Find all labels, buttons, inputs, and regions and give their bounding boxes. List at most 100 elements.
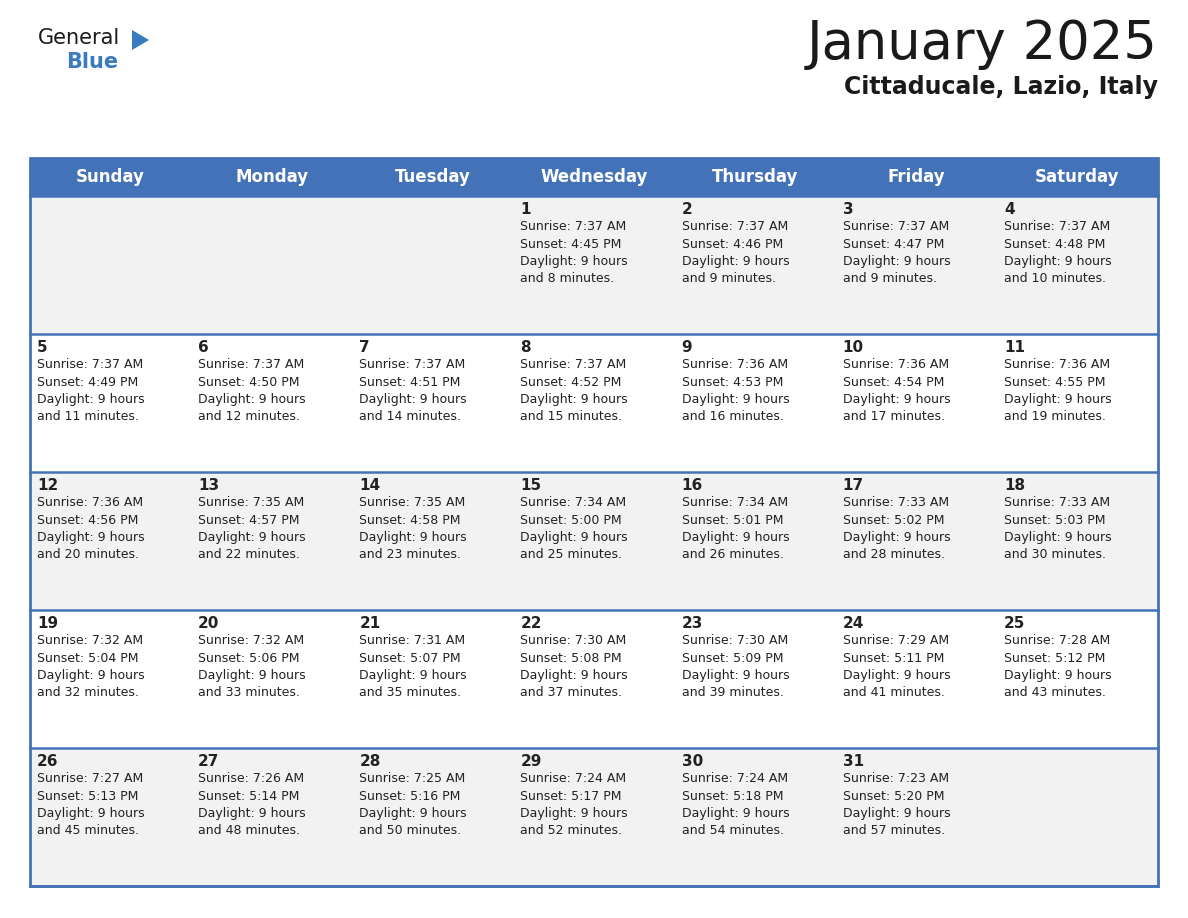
Text: Sunday: Sunday bbox=[76, 168, 145, 186]
Text: Sunrise: 7:25 AM
Sunset: 5:16 PM
Daylight: 9 hours
and 50 minutes.: Sunrise: 7:25 AM Sunset: 5:16 PM Dayligh… bbox=[359, 772, 467, 837]
Bar bbox=[353, 196, 513, 334]
Bar bbox=[513, 610, 675, 748]
Bar bbox=[675, 610, 835, 748]
Text: 14: 14 bbox=[359, 478, 380, 493]
Text: Cittaducale, Lazio, Italy: Cittaducale, Lazio, Italy bbox=[843, 75, 1158, 99]
Bar bbox=[191, 472, 353, 610]
Text: Sunrise: 7:35 AM
Sunset: 4:58 PM
Daylight: 9 hours
and 23 minutes.: Sunrise: 7:35 AM Sunset: 4:58 PM Dayligh… bbox=[359, 496, 467, 562]
Text: Sunrise: 7:24 AM
Sunset: 5:18 PM
Daylight: 9 hours
and 54 minutes.: Sunrise: 7:24 AM Sunset: 5:18 PM Dayligh… bbox=[682, 772, 789, 837]
Bar bbox=[30, 472, 191, 610]
Bar bbox=[191, 610, 353, 748]
Text: 12: 12 bbox=[37, 478, 58, 493]
Bar bbox=[997, 472, 1158, 610]
Text: 5: 5 bbox=[37, 340, 48, 355]
Text: Tuesday: Tuesday bbox=[394, 168, 470, 186]
Bar bbox=[675, 472, 835, 610]
Text: Sunrise: 7:32 AM
Sunset: 5:04 PM
Daylight: 9 hours
and 32 minutes.: Sunrise: 7:32 AM Sunset: 5:04 PM Dayligh… bbox=[37, 634, 145, 700]
Bar bbox=[997, 748, 1158, 886]
Text: Sunrise: 7:34 AM
Sunset: 5:01 PM
Daylight: 9 hours
and 26 minutes.: Sunrise: 7:34 AM Sunset: 5:01 PM Dayligh… bbox=[682, 496, 789, 562]
Text: January 2025: January 2025 bbox=[807, 18, 1158, 70]
Bar bbox=[835, 196, 997, 334]
Text: Sunrise: 7:37 AM
Sunset: 4:49 PM
Daylight: 9 hours
and 11 minutes.: Sunrise: 7:37 AM Sunset: 4:49 PM Dayligh… bbox=[37, 358, 145, 423]
Text: Saturday: Saturday bbox=[1035, 168, 1119, 186]
Text: 9: 9 bbox=[682, 340, 693, 355]
Text: Sunrise: 7:35 AM
Sunset: 4:57 PM
Daylight: 9 hours
and 22 minutes.: Sunrise: 7:35 AM Sunset: 4:57 PM Dayligh… bbox=[198, 496, 305, 562]
Bar bbox=[835, 472, 997, 610]
Polygon shape bbox=[132, 30, 148, 50]
Bar bbox=[997, 196, 1158, 334]
Text: General: General bbox=[38, 28, 120, 48]
Text: Wednesday: Wednesday bbox=[541, 168, 647, 186]
Text: Sunrise: 7:27 AM
Sunset: 5:13 PM
Daylight: 9 hours
and 45 minutes.: Sunrise: 7:27 AM Sunset: 5:13 PM Dayligh… bbox=[37, 772, 145, 837]
Text: 6: 6 bbox=[198, 340, 209, 355]
Text: Blue: Blue bbox=[67, 52, 118, 72]
Text: 4: 4 bbox=[1004, 202, 1015, 217]
Bar bbox=[191, 334, 353, 472]
Text: 24: 24 bbox=[842, 616, 864, 631]
Bar bbox=[353, 610, 513, 748]
Text: Sunrise: 7:36 AM
Sunset: 4:56 PM
Daylight: 9 hours
and 20 minutes.: Sunrise: 7:36 AM Sunset: 4:56 PM Dayligh… bbox=[37, 496, 145, 562]
Text: 13: 13 bbox=[198, 478, 220, 493]
Text: 10: 10 bbox=[842, 340, 864, 355]
Text: 22: 22 bbox=[520, 616, 542, 631]
Text: 23: 23 bbox=[682, 616, 703, 631]
Bar bbox=[30, 334, 191, 472]
Text: Friday: Friday bbox=[887, 168, 946, 186]
Bar bbox=[30, 610, 191, 748]
Text: Sunrise: 7:36 AM
Sunset: 4:53 PM
Daylight: 9 hours
and 16 minutes.: Sunrise: 7:36 AM Sunset: 4:53 PM Dayligh… bbox=[682, 358, 789, 423]
Bar bbox=[675, 748, 835, 886]
Text: Sunrise: 7:37 AM
Sunset: 4:46 PM
Daylight: 9 hours
and 9 minutes.: Sunrise: 7:37 AM Sunset: 4:46 PM Dayligh… bbox=[682, 220, 789, 285]
Text: Sunrise: 7:37 AM
Sunset: 4:50 PM
Daylight: 9 hours
and 12 minutes.: Sunrise: 7:37 AM Sunset: 4:50 PM Dayligh… bbox=[198, 358, 305, 423]
Text: 28: 28 bbox=[359, 754, 380, 769]
Text: 3: 3 bbox=[842, 202, 853, 217]
Text: 8: 8 bbox=[520, 340, 531, 355]
Bar bbox=[835, 610, 997, 748]
Text: 11: 11 bbox=[1004, 340, 1025, 355]
Text: Sunrise: 7:36 AM
Sunset: 4:54 PM
Daylight: 9 hours
and 17 minutes.: Sunrise: 7:36 AM Sunset: 4:54 PM Dayligh… bbox=[842, 358, 950, 423]
Bar bbox=[191, 748, 353, 886]
Text: Sunrise: 7:37 AM
Sunset: 4:47 PM
Daylight: 9 hours
and 9 minutes.: Sunrise: 7:37 AM Sunset: 4:47 PM Dayligh… bbox=[842, 220, 950, 285]
Bar bbox=[353, 334, 513, 472]
Text: Sunrise: 7:37 AM
Sunset: 4:48 PM
Daylight: 9 hours
and 10 minutes.: Sunrise: 7:37 AM Sunset: 4:48 PM Dayligh… bbox=[1004, 220, 1112, 285]
Text: 16: 16 bbox=[682, 478, 703, 493]
Text: Sunrise: 7:26 AM
Sunset: 5:14 PM
Daylight: 9 hours
and 48 minutes.: Sunrise: 7:26 AM Sunset: 5:14 PM Dayligh… bbox=[198, 772, 305, 837]
Text: 2: 2 bbox=[682, 202, 693, 217]
Text: Thursday: Thursday bbox=[712, 168, 798, 186]
Bar bbox=[835, 334, 997, 472]
Text: Sunrise: 7:30 AM
Sunset: 5:08 PM
Daylight: 9 hours
and 37 minutes.: Sunrise: 7:30 AM Sunset: 5:08 PM Dayligh… bbox=[520, 634, 628, 700]
Text: Sunrise: 7:37 AM
Sunset: 4:52 PM
Daylight: 9 hours
and 15 minutes.: Sunrise: 7:37 AM Sunset: 4:52 PM Dayligh… bbox=[520, 358, 628, 423]
Text: 20: 20 bbox=[198, 616, 220, 631]
Text: 19: 19 bbox=[37, 616, 58, 631]
Text: 27: 27 bbox=[198, 754, 220, 769]
Bar bbox=[513, 196, 675, 334]
Bar bbox=[997, 610, 1158, 748]
Text: Sunrise: 7:37 AM
Sunset: 4:51 PM
Daylight: 9 hours
and 14 minutes.: Sunrise: 7:37 AM Sunset: 4:51 PM Dayligh… bbox=[359, 358, 467, 423]
Text: Sunrise: 7:24 AM
Sunset: 5:17 PM
Daylight: 9 hours
and 52 minutes.: Sunrise: 7:24 AM Sunset: 5:17 PM Dayligh… bbox=[520, 772, 628, 837]
Bar bbox=[30, 158, 1158, 196]
Bar bbox=[30, 196, 191, 334]
Bar bbox=[513, 748, 675, 886]
Text: 7: 7 bbox=[359, 340, 369, 355]
Text: 29: 29 bbox=[520, 754, 542, 769]
Text: 1: 1 bbox=[520, 202, 531, 217]
Text: 31: 31 bbox=[842, 754, 864, 769]
Text: Sunrise: 7:28 AM
Sunset: 5:12 PM
Daylight: 9 hours
and 43 minutes.: Sunrise: 7:28 AM Sunset: 5:12 PM Dayligh… bbox=[1004, 634, 1112, 700]
Text: Sunrise: 7:34 AM
Sunset: 5:00 PM
Daylight: 9 hours
and 25 minutes.: Sunrise: 7:34 AM Sunset: 5:00 PM Dayligh… bbox=[520, 496, 628, 562]
Text: Sunrise: 7:32 AM
Sunset: 5:06 PM
Daylight: 9 hours
and 33 minutes.: Sunrise: 7:32 AM Sunset: 5:06 PM Dayligh… bbox=[198, 634, 305, 700]
Bar bbox=[191, 196, 353, 334]
Bar bbox=[675, 196, 835, 334]
Bar bbox=[353, 748, 513, 886]
Text: 18: 18 bbox=[1004, 478, 1025, 493]
Text: 26: 26 bbox=[37, 754, 58, 769]
Text: 15: 15 bbox=[520, 478, 542, 493]
Bar bbox=[353, 472, 513, 610]
Text: Sunrise: 7:30 AM
Sunset: 5:09 PM
Daylight: 9 hours
and 39 minutes.: Sunrise: 7:30 AM Sunset: 5:09 PM Dayligh… bbox=[682, 634, 789, 700]
Text: 25: 25 bbox=[1004, 616, 1025, 631]
Text: Monday: Monday bbox=[235, 168, 308, 186]
Bar bbox=[30, 748, 191, 886]
Bar bbox=[675, 334, 835, 472]
Bar bbox=[835, 748, 997, 886]
Text: 21: 21 bbox=[359, 616, 380, 631]
Bar bbox=[30, 158, 1158, 886]
Text: Sunrise: 7:31 AM
Sunset: 5:07 PM
Daylight: 9 hours
and 35 minutes.: Sunrise: 7:31 AM Sunset: 5:07 PM Dayligh… bbox=[359, 634, 467, 700]
